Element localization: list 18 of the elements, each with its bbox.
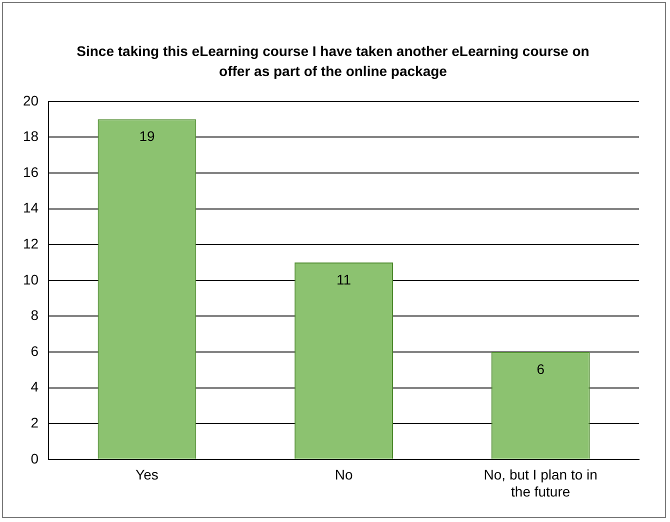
x-tick-label: No, but I plan to in the future — [484, 466, 598, 500]
y-tick-label: 0 — [30, 450, 39, 466]
data-label: 6 — [536, 360, 545, 377]
y-tick-label: 4 — [30, 378, 39, 395]
y-tick-label: 2 — [30, 414, 39, 430]
y-tick-label: 14 — [22, 200, 39, 216]
x-tick-label: Yes — [136, 466, 158, 483]
y-tick-label: 10 — [22, 271, 39, 288]
y-tick-label: 12 — [22, 235, 39, 252]
x-tick-label: No — [334, 466, 353, 483]
y-tick-label: 16 — [22, 164, 39, 180]
y-tick-label: 20 — [22, 92, 39, 108]
chart-title: Since taking this eLearning course I have taken another eLearning course on offer as part of the online package — [76, 42, 590, 81]
y-tick-label: 8 — [30, 307, 39, 324]
data-label: 11 — [336, 271, 352, 288]
y-tick-label: 18 — [22, 128, 39, 144]
y-tick-label: 6 — [30, 342, 39, 359]
data-label: 19 — [139, 128, 155, 144]
